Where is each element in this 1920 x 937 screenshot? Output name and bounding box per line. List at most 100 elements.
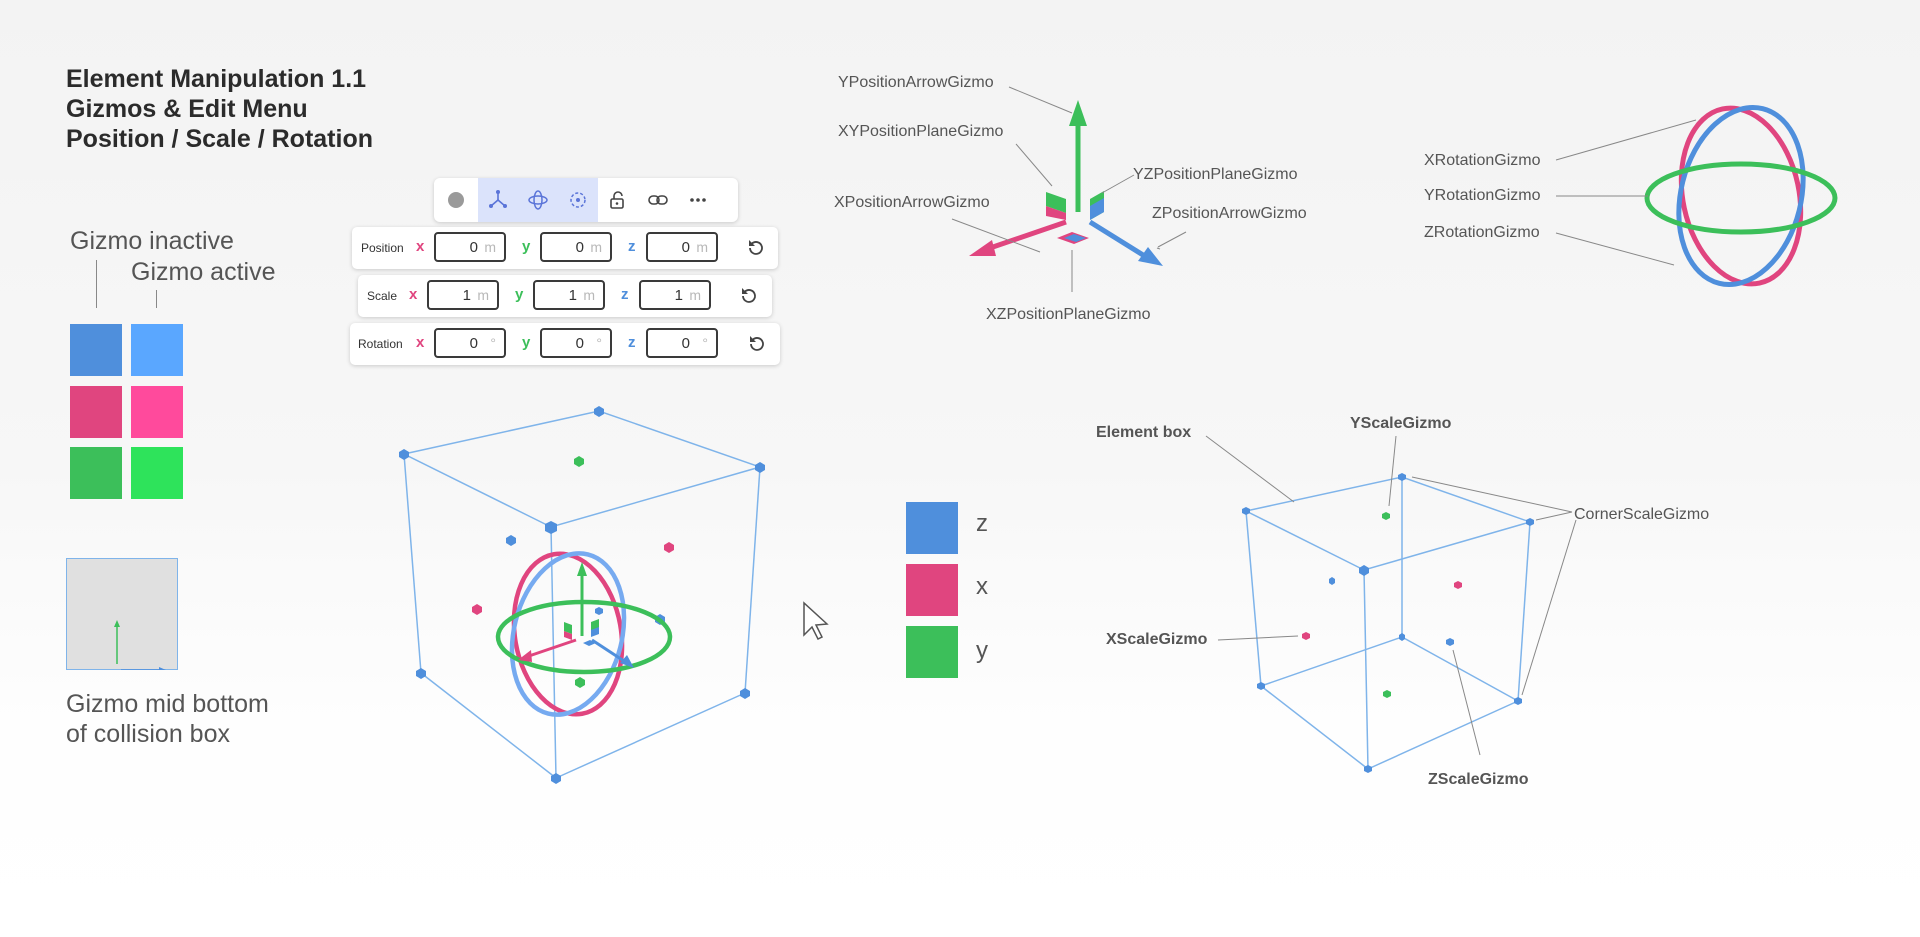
rotation-x-field[interactable]: 0 °: [434, 328, 506, 358]
rotation-label: Rotation: [358, 337, 403, 351]
position-panel: Position x 0 m y 0 m z 0 m: [352, 227, 778, 269]
x-axis-legend-label: x: [976, 573, 988, 600]
rotation-z-axis: z: [628, 334, 636, 351]
x-axis-swatch: [906, 564, 958, 616]
scale-icon: [570, 192, 586, 208]
rotation-y-axis: y: [522, 334, 531, 351]
position-label: Position: [361, 241, 404, 255]
more-icon: [690, 198, 706, 202]
main-face-handles: [472, 456, 674, 688]
rotation-gizmo-illustration: [1644, 104, 1838, 288]
rotation-y-unit: °: [596, 335, 602, 351]
yz-position-plane-label: YZPositionPlaneGizmo: [1133, 166, 1298, 183]
position-y-axis: y: [522, 238, 531, 255]
y-rotation-label: YRotationGizmo: [1424, 187, 1541, 204]
scale-leader-lines: [1205, 435, 1577, 756]
scale-mode-button[interactable]: [558, 178, 598, 222]
scale-reset-icon[interactable]: [738, 285, 760, 307]
element-box-label: Element box: [1096, 424, 1192, 441]
main-rotation-rings: [495, 551, 673, 717]
scale-z-field[interactable]: 1 m: [639, 280, 711, 310]
scale-x-unit: m: [477, 287, 489, 303]
position-z-value: 0: [681, 239, 690, 256]
position-x-axis: x: [416, 238, 425, 255]
z-scale-label: ZScaleGizmo: [1428, 771, 1529, 788]
z-axis-legend-label: z: [976, 510, 988, 537]
main-element-box: [401, 410, 763, 779]
rotation-y-value: 0: [575, 335, 584, 352]
z-position-arrow-label: ZPositionArrowGizmo: [1152, 205, 1307, 222]
z-active-swatch: [131, 324, 183, 376]
position-x-unit: m: [484, 239, 496, 255]
y-axis-swatch: [906, 626, 958, 678]
position-y-value: 0: [575, 239, 584, 256]
rotate-icon: [528, 190, 548, 210]
mid-bottom-label-1: Gizmo mid bottom: [66, 690, 269, 718]
scale-z-value: 1: [674, 287, 683, 304]
rotation-z-unit: °: [702, 335, 708, 351]
scale-panel: Scale x 1 m y 1 m z 1 m: [358, 275, 772, 317]
more-button[interactable]: [678, 178, 718, 222]
gizmo-active-label: Gizmo active: [131, 258, 276, 286]
position-z-field[interactable]: 0 m: [646, 232, 718, 262]
scale-label: Scale: [367, 289, 398, 303]
x-rotation-label: XRotationGizmo: [1424, 152, 1541, 169]
move-mode-button[interactable]: [478, 178, 518, 222]
position-z-axis: z: [628, 238, 636, 255]
corner-scale-label: CornerScaleGizmo: [1574, 506, 1710, 523]
position-x-field[interactable]: 0 m: [434, 232, 506, 262]
rotation-z-field[interactable]: 0 °: [646, 328, 718, 358]
z-inactive-swatch: [70, 324, 122, 376]
rotation-z-value: 0: [681, 335, 690, 352]
scale-element-box: [1243, 476, 1533, 770]
position-reset-icon[interactable]: [745, 237, 767, 259]
y-axis-legend-label: y: [976, 637, 988, 664]
rotation-leader-lines: [1555, 119, 1697, 266]
y-active-swatch: [131, 447, 183, 499]
scale-x-field[interactable]: 1 m: [427, 280, 499, 310]
active-leader-line: [156, 290, 157, 308]
scale-z-axis: z: [621, 286, 629, 303]
link-button[interactable]: [638, 178, 678, 222]
rotation-x-value: 0: [469, 335, 478, 352]
link-icon: [648, 195, 668, 205]
rotation-reset-icon[interactable]: [746, 333, 768, 355]
scale-x-value: 1: [462, 287, 471, 304]
scale-y-axis: y: [515, 286, 524, 303]
position-y-unit: m: [590, 239, 602, 255]
rotation-x-unit: °: [490, 335, 496, 351]
scale-corner-handles: [1242, 473, 1534, 773]
position-y-field[interactable]: 0 m: [540, 232, 612, 262]
unlock-icon: [610, 191, 624, 209]
y-position-arrow-label: YPositionArrowGizmo: [838, 74, 994, 91]
scale-y-field[interactable]: 1 m: [533, 280, 605, 310]
rotate-mode-button[interactable]: [518, 178, 558, 222]
transform-mode-group: [478, 178, 598, 222]
mode-button[interactable]: [434, 178, 478, 222]
title-line-3: Position / Scale / Rotation: [66, 125, 373, 153]
rotation-panel: Rotation x 0 ° y 0 ° z 0 °: [350, 323, 780, 365]
scale-z-unit: m: [689, 287, 701, 303]
scale-y-unit: m: [583, 287, 595, 303]
position-gizmo-illustration: [969, 100, 1163, 266]
xy-position-plane-label: XYPositionPlaneGizmo: [838, 123, 1004, 140]
xz-position-plane-label: XZPositionPlaneGizmo: [986, 306, 1151, 323]
scale-face-handles: [1302, 512, 1462, 698]
mouse-cursor-icon: [803, 601, 829, 641]
gizmo-inactive-label: Gizmo inactive: [70, 227, 234, 255]
rotation-y-field[interactable]: 0 °: [540, 328, 612, 358]
rotation-x-axis: x: [416, 334, 425, 351]
collision-box-preview: [66, 558, 178, 670]
position-x-value: 0: [469, 239, 478, 256]
x-scale-label: XScaleGizmo: [1106, 631, 1208, 648]
lock-button[interactable]: [598, 178, 638, 222]
gizmo-toolbar: [434, 178, 738, 222]
y-inactive-swatch: [70, 447, 122, 499]
circle-icon: [448, 192, 464, 208]
position-leader-lines: [951, 86, 1187, 292]
z-axis-swatch: [906, 502, 958, 554]
page-title: Element Manipulation 1.1 Gizmos & Edit M…: [66, 64, 373, 154]
inactive-leader-line: [96, 260, 97, 308]
scale-x-axis: x: [409, 286, 418, 303]
x-active-swatch: [131, 386, 183, 438]
